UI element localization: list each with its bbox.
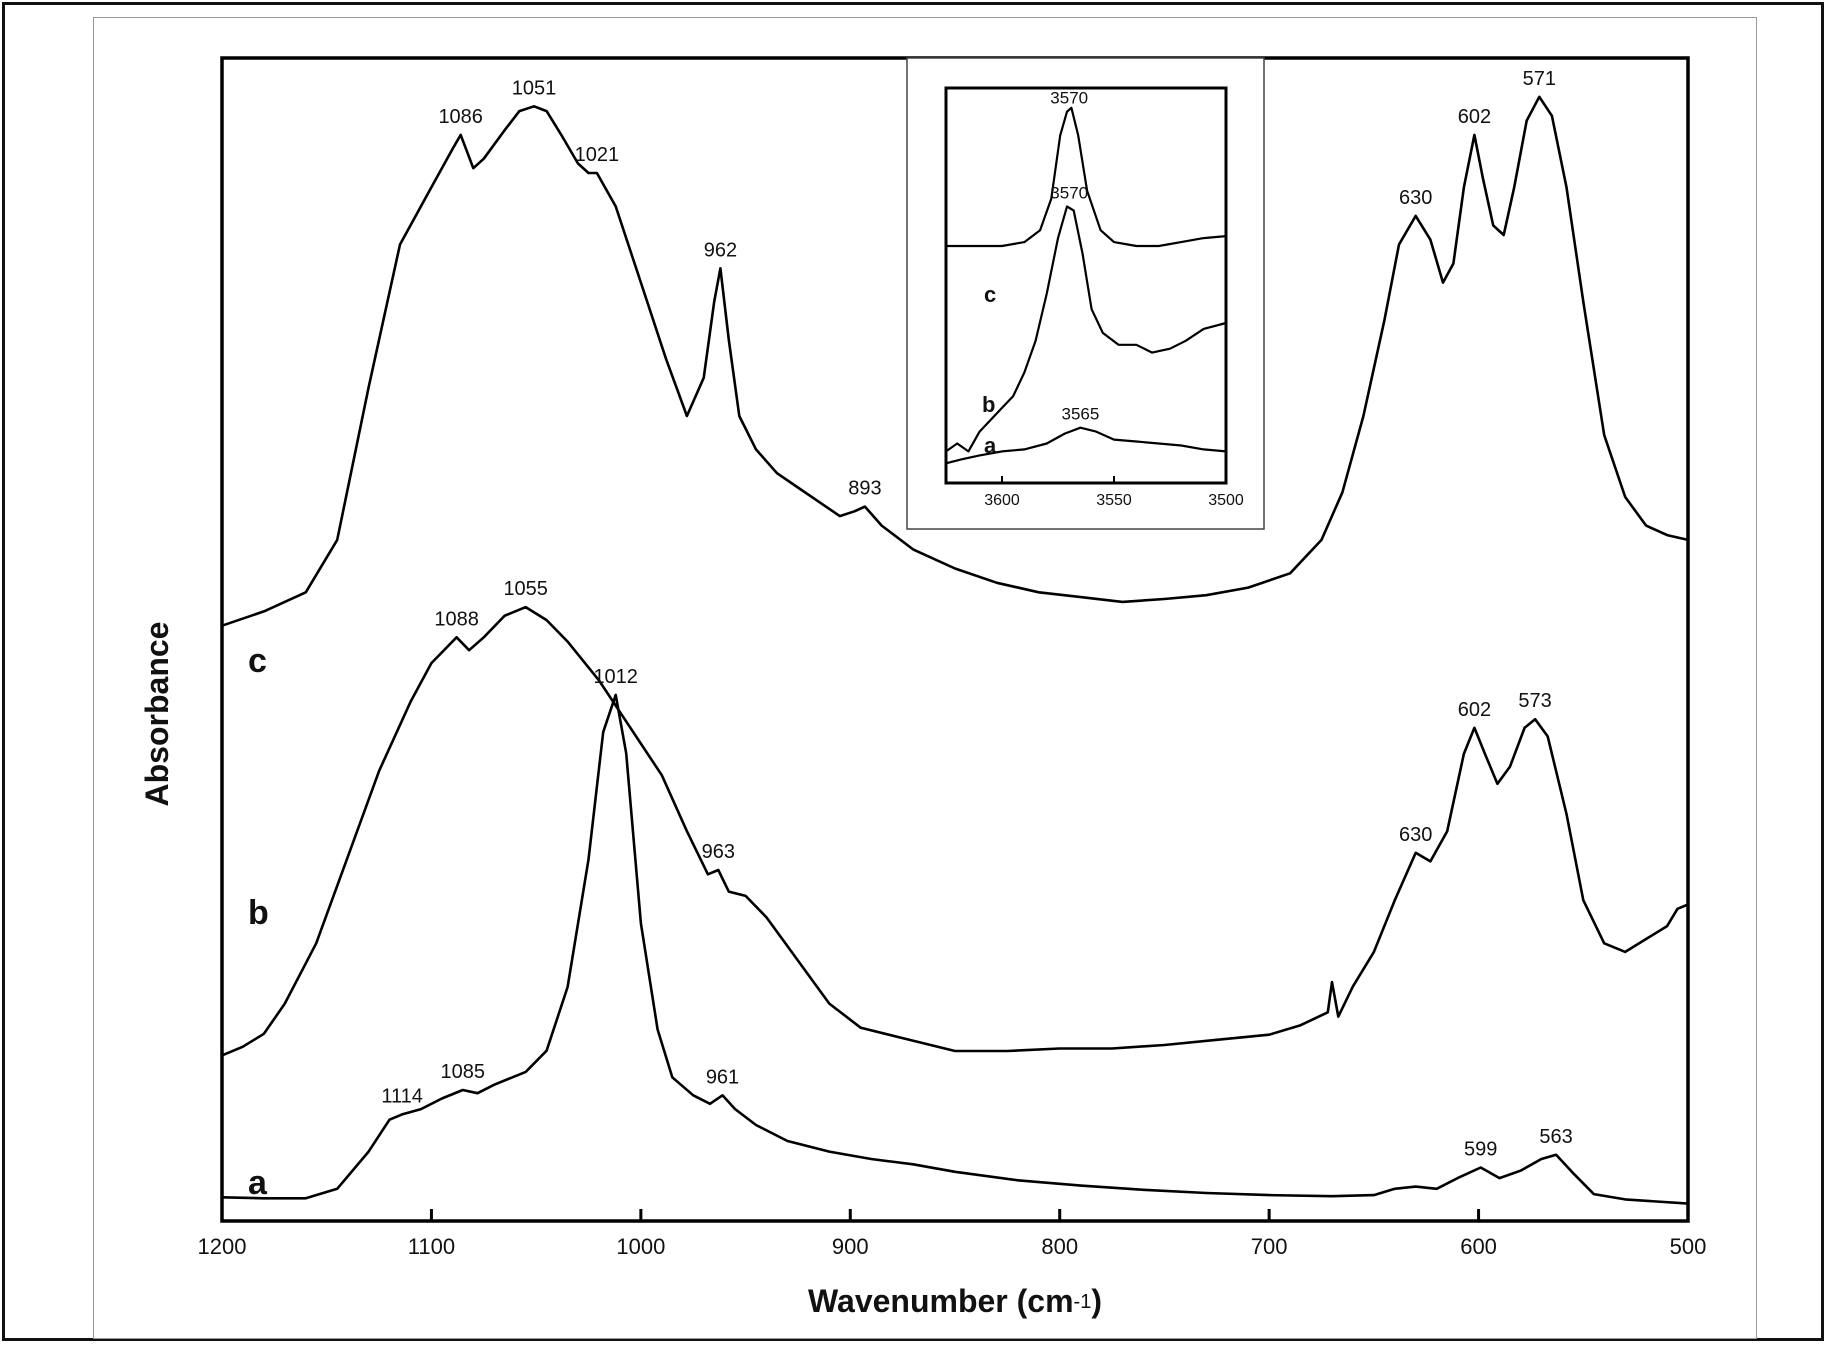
inset-curve-label-a: a	[984, 433, 997, 458]
x-axis-title: Wavenumber (cm-1)	[808, 1283, 1102, 1319]
peak-label-c-571: 571	[1523, 68, 1556, 90]
peak-label-a-1012: 1012	[593, 666, 638, 688]
x-tick-label-600: 600	[1460, 1234, 1497, 1259]
main-curve-labels: c b a	[248, 642, 269, 1202]
peak-label-a-961: 961	[706, 1066, 739, 1088]
peak-label-c-962: 962	[704, 239, 737, 261]
inset-x-tick-label-3550: 3550	[1096, 492, 1132, 509]
inner-frame	[93, 17, 1757, 1339]
inset-frame	[906, 57, 1265, 530]
curve-label-b: b	[248, 894, 269, 932]
peak-label-c-1021: 1021	[575, 144, 620, 166]
x-tick-label-1200: 1200	[198, 1234, 247, 1259]
x-tick-label-1000: 1000	[616, 1234, 665, 1259]
inset-series-line-c	[946, 106, 1227, 248]
peak-label-b-1055: 1055	[503, 578, 548, 600]
inset-series-line-a	[945, 426, 1227, 465]
inset-peak-labels: 3570 3570 3565	[1050, 89, 1099, 424]
inset-curve-label-c: c	[984, 282, 996, 307]
x-axis-title-sup: -1	[1074, 1291, 1092, 1313]
series-line-a	[221, 693, 1689, 1205]
main-x-ticks: 1200 1100 1000 900 800 700 600 500	[198, 1209, 1707, 1259]
x-tick-label-500: 500	[1670, 1234, 1707, 1259]
inset-peak-label-a-3565: 3565	[1061, 405, 1099, 424]
peak-label-a-1114: 1114	[381, 1085, 423, 1107]
inset-curve-label-b: b	[982, 392, 995, 417]
inset-curves	[945, 106, 1227, 465]
curve-label-a: a	[248, 1164, 268, 1202]
inset-x-tick-label-3600: 3600	[984, 492, 1020, 509]
x-tick-label-800: 800	[1041, 1234, 1078, 1259]
main-peak-labels: 1086 1051 1021 962 893 630 602 571 1088 1055 963 63…	[381, 68, 1572, 1161]
curve-label-c: c	[248, 642, 267, 680]
peak-label-c-602: 602	[1458, 106, 1491, 128]
peak-label-c-893: 893	[848, 478, 881, 500]
x-tick-label-900: 900	[832, 1234, 869, 1259]
x-tick-label-700: 700	[1251, 1234, 1288, 1259]
peak-label-b-602: 602	[1458, 699, 1491, 721]
peak-label-b-1088: 1088	[434, 608, 479, 630]
inset-plot-frame	[944, 86, 1228, 485]
peak-label-c-630: 630	[1399, 187, 1432, 209]
peak-label-b-963: 963	[702, 841, 735, 863]
x-axis-title-close: )	[1091, 1283, 1102, 1319]
peak-label-c-1051: 1051	[512, 77, 557, 99]
inset-peak-label-c-3570: 3570	[1050, 89, 1088, 108]
main-curves	[221, 95, 1689, 1205]
inset-x-tick-label-3500: 3500	[1208, 492, 1244, 509]
inset-series-line-b	[945, 205, 1227, 453]
peak-label-b-573: 573	[1518, 690, 1551, 712]
peak-label-b-630: 630	[1399, 824, 1432, 846]
inset-curve-labels: c b a	[982, 282, 997, 458]
x-tick-label-1100: 1100	[408, 1234, 455, 1259]
peak-label-a-599: 599	[1464, 1139, 1497, 1161]
series-line-c	[221, 95, 1689, 627]
inset-peak-label-b-3570: 3570	[1050, 184, 1088, 203]
series-line-b	[221, 605, 1689, 1057]
peak-label-a-1085: 1085	[441, 1061, 486, 1083]
x-axis-title-main: Wavenumber (cm	[808, 1283, 1074, 1319]
inset-x-ticks: 3600 3550 3500	[984, 476, 1244, 509]
peak-label-c-1086: 1086	[438, 106, 483, 128]
peak-label-a-563: 563	[1539, 1126, 1572, 1148]
y-axis-title: Absorbance	[139, 622, 175, 807]
